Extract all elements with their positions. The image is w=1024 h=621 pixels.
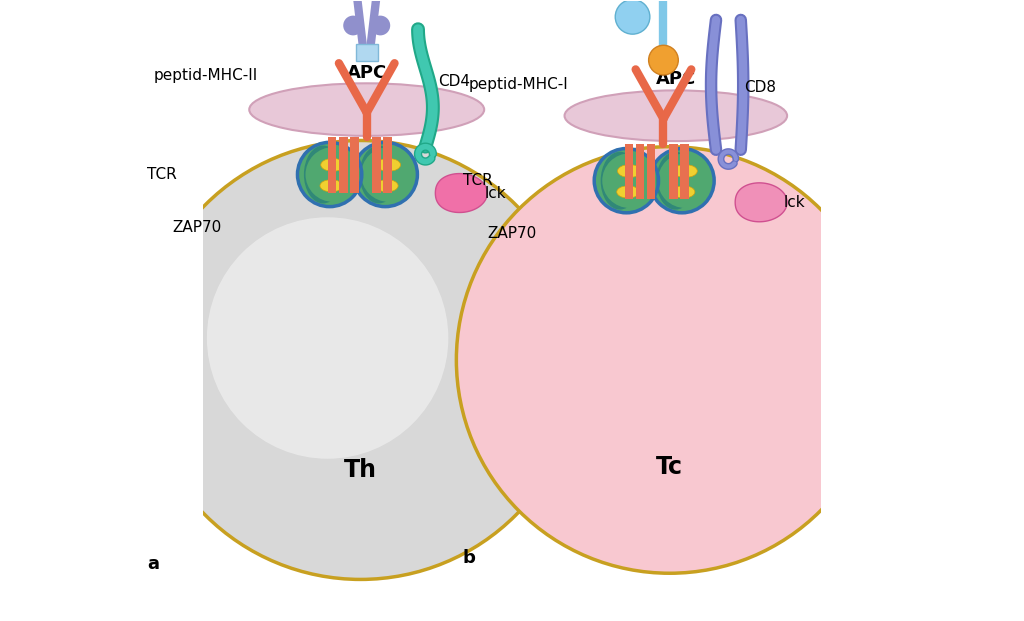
Circle shape <box>648 45 678 75</box>
Circle shape <box>594 148 658 213</box>
Circle shape <box>141 140 580 579</box>
Text: CD8: CD8 <box>743 81 776 96</box>
Bar <box>383 137 392 193</box>
Text: Tc: Tc <box>656 455 683 479</box>
Text: lck: lck <box>484 186 506 201</box>
Text: APC: APC <box>346 64 387 82</box>
Ellipse shape <box>564 91 787 141</box>
Text: TCR: TCR <box>147 167 177 182</box>
Text: peptid-MHC-I: peptid-MHC-I <box>469 78 568 93</box>
Circle shape <box>298 142 361 207</box>
Polygon shape <box>735 183 787 222</box>
Circle shape <box>457 147 883 573</box>
Circle shape <box>353 142 418 207</box>
Circle shape <box>615 0 650 34</box>
Ellipse shape <box>616 186 639 198</box>
Bar <box>669 143 678 199</box>
Bar <box>647 143 655 199</box>
Ellipse shape <box>249 83 484 136</box>
Bar <box>636 143 644 199</box>
Circle shape <box>361 147 416 202</box>
Ellipse shape <box>673 165 697 178</box>
Text: TCR: TCR <box>463 173 493 188</box>
Bar <box>625 143 633 199</box>
Ellipse shape <box>673 186 695 198</box>
Ellipse shape <box>601 152 639 210</box>
Bar <box>373 137 381 193</box>
Circle shape <box>657 153 713 208</box>
Text: CD4: CD4 <box>438 75 470 89</box>
Circle shape <box>305 147 360 202</box>
Ellipse shape <box>377 158 400 171</box>
Circle shape <box>343 16 364 35</box>
Text: ZAP70: ZAP70 <box>172 220 221 235</box>
Circle shape <box>371 16 390 35</box>
Circle shape <box>207 217 449 459</box>
Bar <box>680 143 689 199</box>
Circle shape <box>602 153 657 208</box>
Ellipse shape <box>319 179 342 192</box>
Text: b: b <box>463 549 475 567</box>
Ellipse shape <box>617 165 642 178</box>
Bar <box>328 137 337 193</box>
Ellipse shape <box>656 152 695 210</box>
Circle shape <box>650 148 714 213</box>
Bar <box>350 137 358 193</box>
Ellipse shape <box>376 179 398 192</box>
Bar <box>355 44 378 61</box>
Ellipse shape <box>359 145 398 204</box>
Text: ZAP70: ZAP70 <box>487 225 537 241</box>
Text: lck: lck <box>784 195 806 210</box>
Text: a: a <box>147 555 160 573</box>
Ellipse shape <box>304 145 342 204</box>
Ellipse shape <box>321 158 345 171</box>
Bar <box>339 137 347 193</box>
Polygon shape <box>435 174 487 212</box>
Text: Th: Th <box>344 458 377 482</box>
Text: peptid-MHC-II: peptid-MHC-II <box>154 68 258 83</box>
Text: APC: APC <box>655 70 696 88</box>
